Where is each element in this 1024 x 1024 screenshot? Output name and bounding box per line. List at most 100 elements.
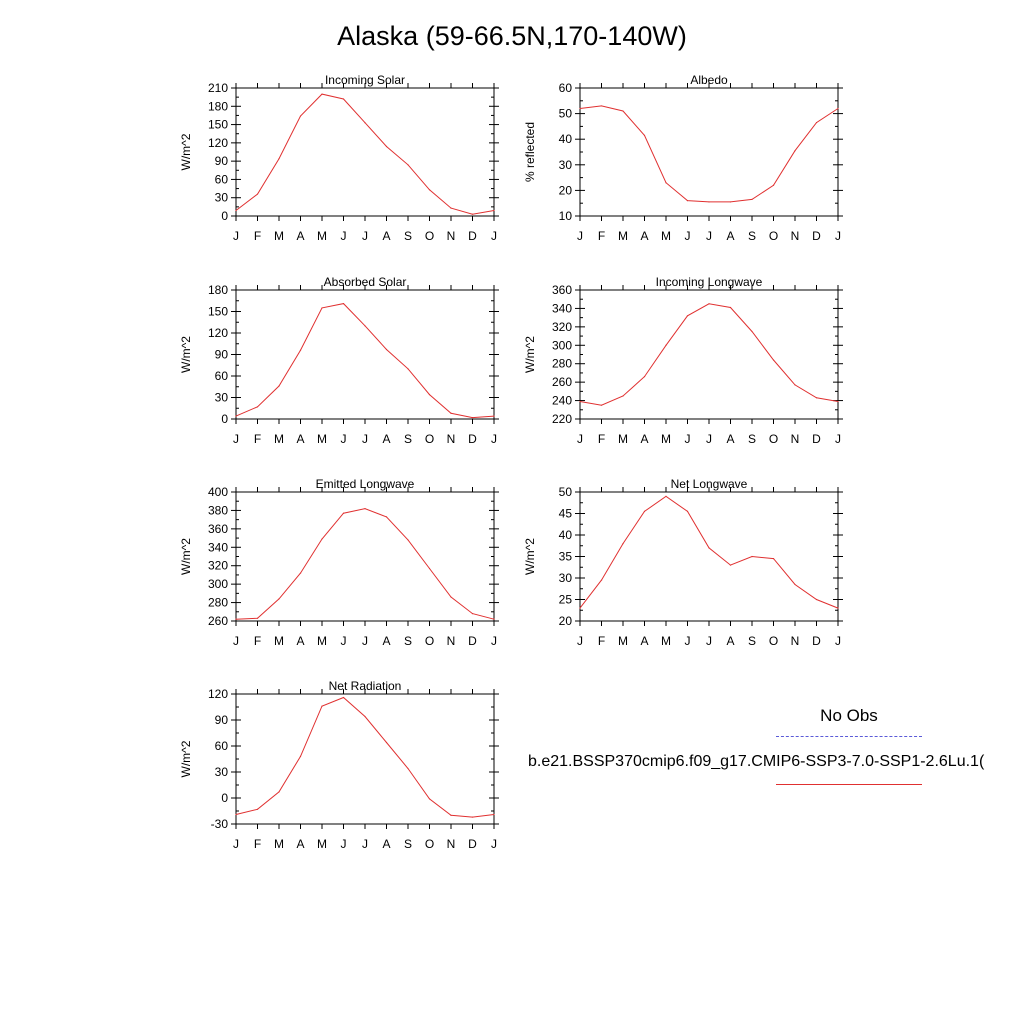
panel-3-data-point xyxy=(321,307,323,309)
panel-4-ytick-label: 300 xyxy=(552,338,572,352)
panel-5-ytick-label: 320 xyxy=(208,559,228,573)
panel-4-xtick-label: A xyxy=(726,432,734,446)
panel-1-ylabel: W/m^2 xyxy=(179,133,193,170)
panel-6-data-point xyxy=(643,510,646,512)
panel-4-data-point xyxy=(729,306,732,309)
panel-1-xtick-label: J xyxy=(233,229,239,243)
panel-2-data-point xyxy=(579,107,581,110)
panel-6-data-point xyxy=(665,495,667,497)
panel-3-xtick-label: J xyxy=(491,432,497,446)
panel-7-ytick-label: 60 xyxy=(215,739,229,753)
panel-7-xtick-label: O xyxy=(425,837,434,851)
panel-5-data-point xyxy=(321,538,323,540)
panel-2-xtick-label: O xyxy=(769,229,778,243)
panel-4-xtick-label: O xyxy=(769,432,778,446)
panel-4-data-point xyxy=(815,397,818,399)
panel-3-xtick-label: M xyxy=(317,432,327,446)
panel-4-ytick-label: 360 xyxy=(552,283,572,297)
panel-5-data-point xyxy=(407,539,409,541)
panel-1-data-point xyxy=(385,145,388,148)
panel-7-ytick-label: 0 xyxy=(221,791,228,805)
panel-7-data-point xyxy=(256,808,259,810)
panel-3-ytick-label: 90 xyxy=(215,348,229,362)
panel-4-data-point xyxy=(751,330,753,333)
panel-3-xtick-label: S xyxy=(404,432,412,446)
panel-4-ytick-label: 320 xyxy=(552,320,572,334)
panel-5-series-line xyxy=(235,508,495,620)
panel-2-ytick-label: 10 xyxy=(559,209,573,223)
panel-1-data-point xyxy=(450,207,452,209)
panel-6-xtick-label: N xyxy=(791,634,800,648)
panel-4-ytick-label: 340 xyxy=(552,301,572,315)
panel-3-xtick-label: J xyxy=(233,432,239,446)
panel-6-xtick-label: D xyxy=(812,634,821,648)
panel-3-ytick-label: 0 xyxy=(221,412,228,426)
panel-1-xtick-label: F xyxy=(254,229,261,243)
panel-2-series-line xyxy=(579,105,839,203)
panel-2-xtick-label: J xyxy=(577,229,583,243)
panel-5-data-point xyxy=(493,618,495,620)
panel-1-data-point xyxy=(321,93,323,95)
panel-1-ytick-label: 210 xyxy=(208,81,228,95)
panel-2-data-point xyxy=(729,201,732,203)
panel-3-ytick-label: 120 xyxy=(208,326,228,340)
panel-3-xtick-label: J xyxy=(362,432,368,446)
panel-4-data-point xyxy=(622,395,624,397)
panel-2-data-point xyxy=(837,107,839,110)
panel-5-xtick-label: J xyxy=(341,634,347,648)
panel-3-ytick-label: 60 xyxy=(215,369,229,383)
panel-5-ylabel: W/m^2 xyxy=(179,538,193,575)
panel-3-ytick-label: 150 xyxy=(208,305,228,319)
panel-5-data-point xyxy=(428,567,431,570)
panel-3-data-point xyxy=(471,416,474,419)
panel-5-xtick-label: A xyxy=(296,634,304,648)
panel-1-series-line xyxy=(235,93,495,215)
panel-3-data-point xyxy=(278,385,280,387)
panel-7-data-point xyxy=(342,696,345,699)
panel-3-data-point xyxy=(428,394,431,396)
panel-1-xtick-label: N xyxy=(447,229,456,243)
panel-3-xtick-label: A xyxy=(382,432,390,446)
panel-7-ytick-label: 120 xyxy=(208,687,228,701)
panel-6-ytick-label: 40 xyxy=(559,528,573,542)
panel-2-title: Albedo xyxy=(690,73,728,87)
panel-7-data-point xyxy=(235,813,237,816)
panel-7-data-point xyxy=(428,798,431,800)
panel-1-ytick-label: 150 xyxy=(208,118,228,132)
panel-4-xtick-label: N xyxy=(791,432,800,446)
panel-6-data-point xyxy=(579,607,581,609)
panel-3-xtick-label: N xyxy=(447,432,456,446)
panel-2-xtick-label: S xyxy=(748,229,756,243)
panel-1-data-point xyxy=(342,98,345,100)
panel-2-data-point xyxy=(643,134,646,136)
panel-7-data-point xyxy=(364,715,366,718)
panel-2-xtick-label: M xyxy=(661,229,671,243)
panel-6-title: Net Longwave xyxy=(671,477,748,491)
panel-7-xtick-label: A xyxy=(382,837,390,851)
page-title: Alaska (59-66.5N,170-140W) xyxy=(337,21,687,51)
panel-6-series-line xyxy=(579,495,839,609)
panel-3-data-point xyxy=(256,406,259,408)
panel-6-ytick-label: 35 xyxy=(559,550,573,564)
panel-2-xtick-label: F xyxy=(598,229,605,243)
panel-4-ytick-label: 220 xyxy=(552,412,572,426)
panel-2-ytick-label: 30 xyxy=(559,158,573,172)
panel-7-frame xyxy=(235,693,495,825)
panel-4-xtick-label: S xyxy=(748,432,756,446)
panel-6-data-point xyxy=(837,607,839,609)
panel-4-data-point xyxy=(600,404,603,406)
panel-7-series-line xyxy=(235,696,495,818)
panel-7-data-point xyxy=(321,705,323,707)
panel-4-xtick-label: F xyxy=(598,432,605,446)
panel-7-ytick-label: 30 xyxy=(215,765,229,779)
panel-1-ytick-label: 30 xyxy=(215,191,229,205)
panel-7-data-point xyxy=(471,816,474,818)
panel-1-data-point xyxy=(299,115,302,117)
panel-3-xtick-label: D xyxy=(468,432,477,446)
panel-6-ytick-label: 25 xyxy=(559,593,573,607)
panel-1-frame xyxy=(235,87,495,217)
panel-3-data-point xyxy=(364,325,366,327)
panel-2-data-point xyxy=(622,110,624,112)
panel-6-data-point xyxy=(794,583,796,586)
